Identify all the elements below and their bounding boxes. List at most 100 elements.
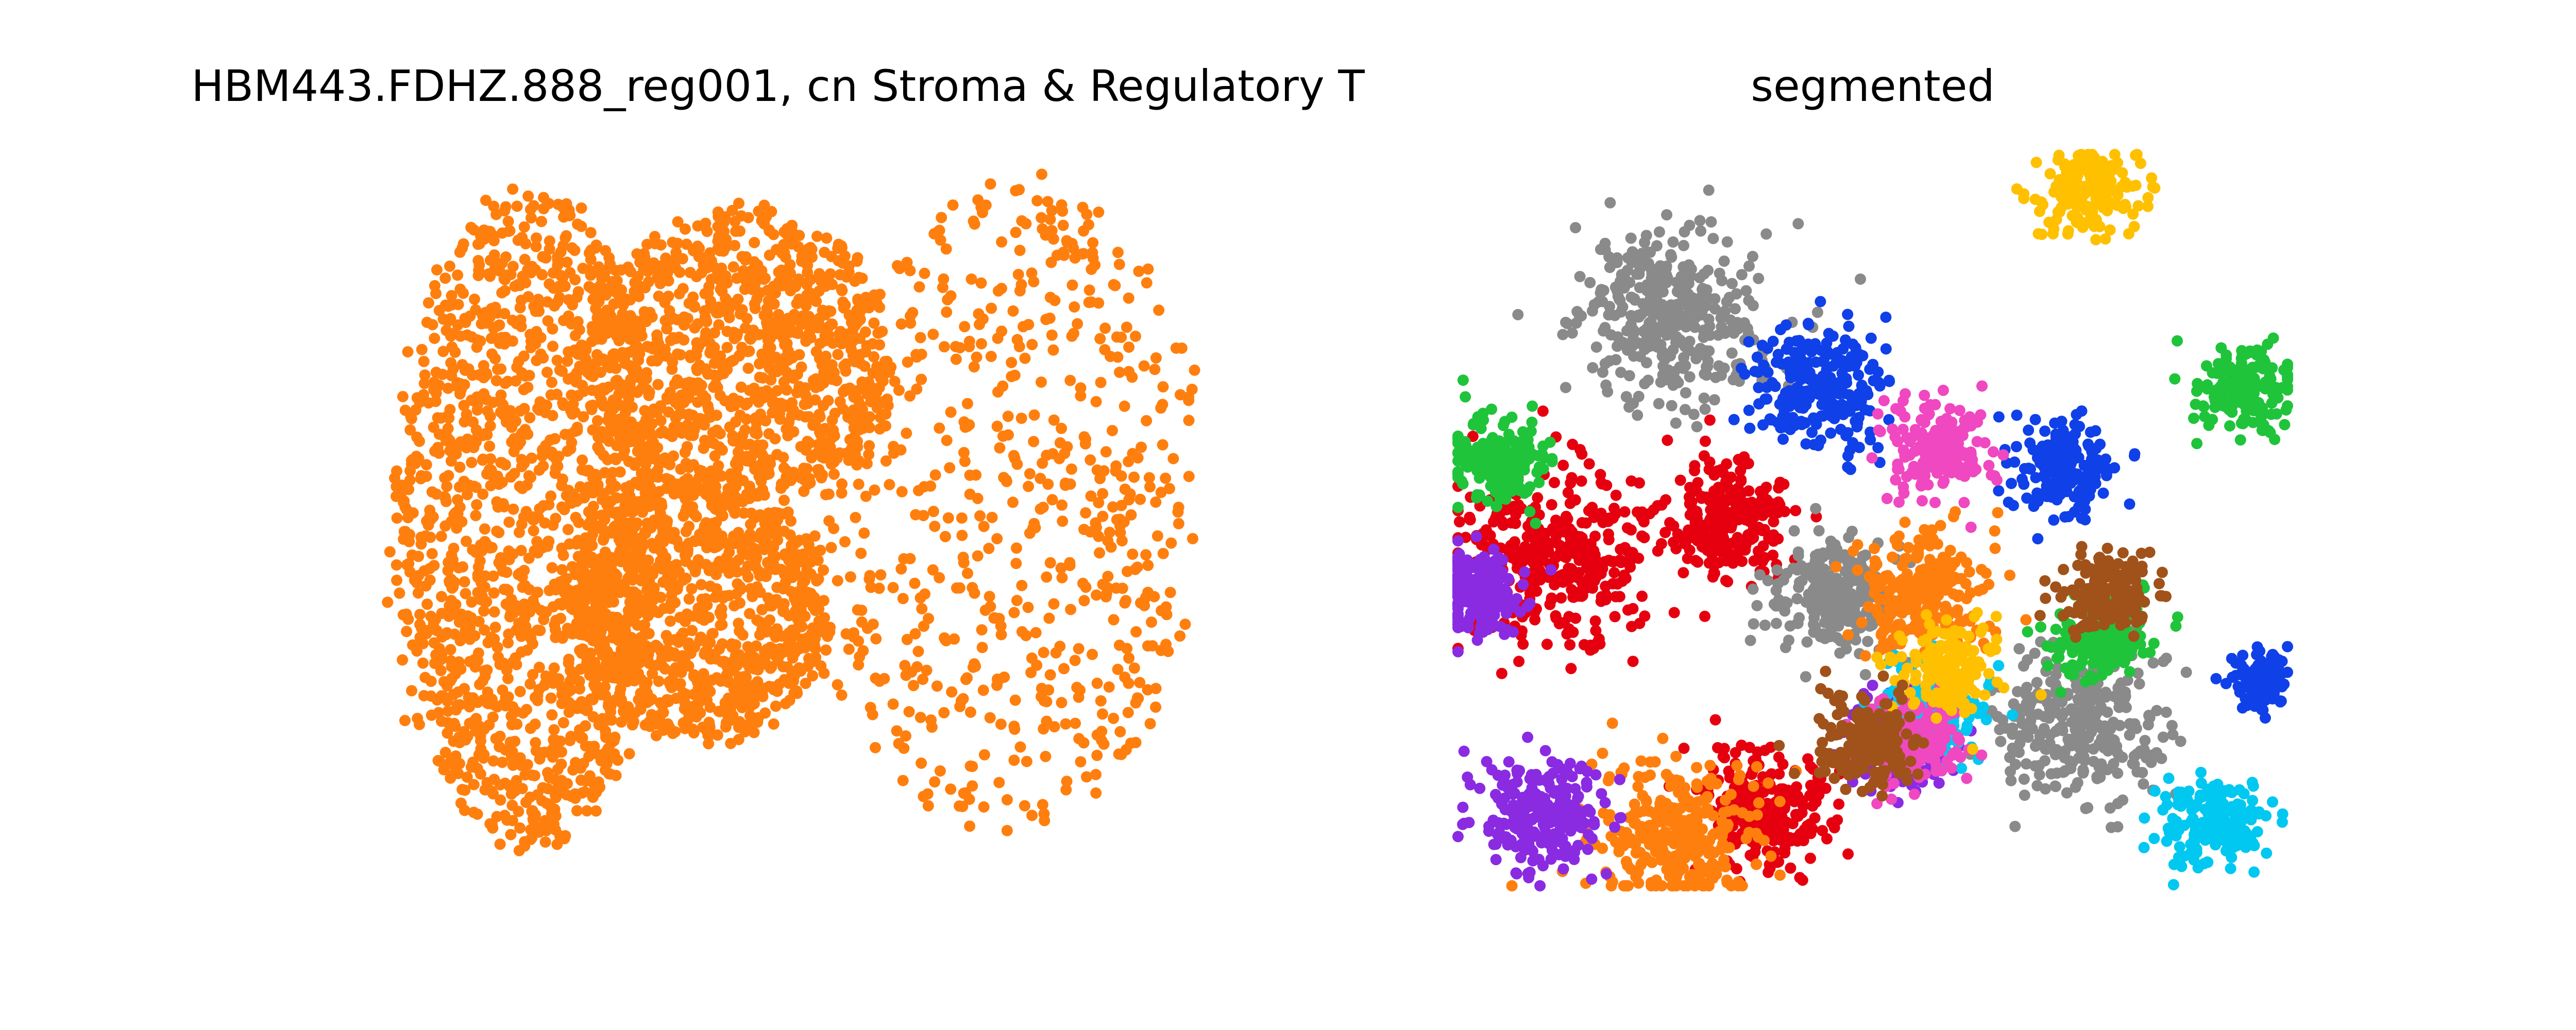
data-point — [1016, 626, 1028, 638]
data-point — [423, 563, 435, 575]
chart-title: HBM443.FDHZ.888_reg001, cn Stroma & Regu… — [191, 61, 1365, 111]
data-point — [805, 332, 817, 344]
data-point — [754, 371, 766, 383]
data-point — [848, 391, 860, 403]
data-point — [828, 468, 840, 480]
data-point — [1041, 715, 1053, 727]
data-point — [557, 201, 569, 213]
data-point — [615, 683, 626, 695]
data-point — [576, 339, 587, 351]
data-point — [571, 421, 583, 433]
data-point — [578, 554, 590, 565]
data-point — [401, 559, 413, 571]
data-point — [1155, 402, 1167, 414]
data-point — [631, 428, 642, 440]
data-point — [634, 479, 646, 491]
data-point — [486, 348, 498, 360]
data-point — [491, 525, 503, 537]
data-point — [701, 694, 713, 706]
data-point — [609, 731, 621, 743]
data-point — [1091, 677, 1103, 689]
data-point — [564, 538, 575, 550]
data-point — [557, 717, 569, 729]
data-point — [603, 502, 614, 513]
data-point — [596, 426, 607, 438]
data-point — [941, 306, 953, 318]
data-point — [656, 546, 668, 558]
data-point — [836, 478, 848, 490]
data-point — [1543, 546, 1554, 558]
data-point — [675, 389, 687, 401]
data-point — [552, 296, 564, 308]
data-point — [615, 620, 627, 631]
data-point — [864, 570, 876, 581]
data-point — [1136, 441, 1147, 453]
data-point — [1757, 509, 1769, 521]
data-point — [618, 578, 630, 590]
data-point — [532, 301, 544, 313]
data-point — [749, 302, 761, 314]
data-point — [507, 261, 519, 272]
data-point — [1743, 260, 1755, 272]
data-point — [1464, 511, 1476, 523]
data-point — [538, 614, 550, 626]
data-point — [466, 457, 478, 469]
data-point — [613, 634, 624, 646]
data-point — [1678, 743, 1690, 754]
data-point — [904, 553, 916, 564]
data-point — [1008, 754, 1020, 766]
data-point — [578, 411, 589, 423]
data-point — [832, 575, 843, 587]
data-point — [589, 657, 601, 668]
data-point — [893, 737, 905, 749]
data-point — [800, 678, 811, 689]
data-point — [773, 266, 785, 278]
data-point — [1095, 376, 1107, 388]
data-point — [1578, 639, 1590, 650]
data-point — [669, 726, 681, 737]
data-point — [1138, 360, 1150, 372]
data-point — [814, 268, 825, 280]
data-point — [389, 472, 400, 484]
data-point — [596, 333, 607, 345]
data-point — [499, 377, 511, 389]
data-point — [521, 479, 533, 491]
data-point — [468, 806, 480, 818]
data-point — [964, 706, 976, 718]
data-point — [574, 683, 586, 695]
data-point — [494, 337, 505, 349]
data-point — [704, 337, 716, 349]
data-point — [1604, 197, 1616, 209]
data-point — [688, 671, 700, 682]
data-point — [609, 452, 621, 464]
data-point — [1114, 726, 1126, 737]
data-point — [985, 178, 996, 190]
data-point — [684, 502, 696, 513]
data-point — [677, 627, 689, 639]
data-point — [1680, 387, 1691, 399]
data-point — [1083, 219, 1094, 231]
data-point — [925, 480, 937, 492]
data-point — [1049, 295, 1061, 306]
data-point — [1010, 227, 1022, 238]
data-point — [917, 674, 929, 685]
data-point — [820, 644, 832, 656]
data-point — [729, 684, 741, 696]
data-point — [901, 256, 913, 268]
data-point — [691, 363, 703, 374]
data-point — [782, 423, 793, 435]
data-point — [712, 243, 724, 254]
data-point — [1805, 852, 1816, 864]
data-point — [1608, 567, 1620, 578]
data-point — [558, 586, 570, 598]
data-point — [443, 412, 455, 424]
data-point — [1123, 366, 1135, 377]
data-point — [1560, 382, 1571, 393]
data-point — [963, 335, 975, 347]
data-point — [1719, 752, 1731, 764]
data-point — [566, 561, 578, 573]
data-point — [585, 244, 597, 256]
data-point — [855, 547, 867, 559]
data-point — [518, 384, 530, 396]
data-point — [749, 264, 760, 276]
